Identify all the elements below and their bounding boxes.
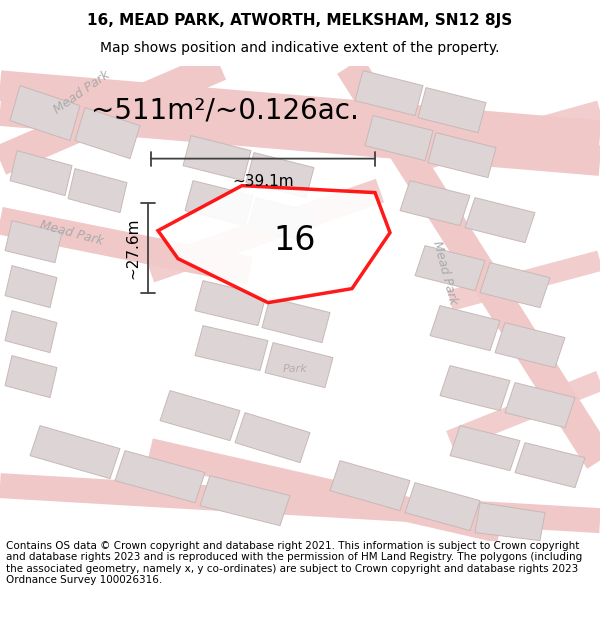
Polygon shape — [195, 326, 268, 371]
Polygon shape — [400, 181, 470, 226]
Polygon shape — [262, 298, 330, 343]
Polygon shape — [475, 503, 545, 541]
Polygon shape — [365, 116, 433, 161]
Polygon shape — [200, 476, 290, 526]
Polygon shape — [68, 169, 127, 212]
Polygon shape — [265, 342, 333, 388]
Text: ~27.6m: ~27.6m — [125, 217, 140, 279]
Polygon shape — [450, 426, 520, 471]
Polygon shape — [75, 107, 140, 159]
Text: Map shows position and indicative extent of the property.: Map shows position and indicative extent… — [100, 41, 500, 54]
Polygon shape — [195, 281, 266, 326]
Polygon shape — [465, 198, 535, 242]
Polygon shape — [248, 198, 316, 242]
Text: ~39.1m: ~39.1m — [232, 174, 294, 189]
Polygon shape — [5, 311, 57, 352]
Text: Mead Park: Mead Park — [430, 239, 460, 306]
Polygon shape — [246, 152, 314, 198]
Polygon shape — [415, 246, 485, 291]
Text: ~511m²/~0.126ac.: ~511m²/~0.126ac. — [91, 97, 359, 124]
Polygon shape — [355, 71, 423, 116]
Polygon shape — [158, 186, 390, 302]
Text: Contains OS data © Crown copyright and database right 2021. This information is : Contains OS data © Crown copyright and d… — [6, 541, 582, 586]
Polygon shape — [235, 412, 310, 462]
Text: 16, MEAD PARK, ATWORTH, MELKSHAM, SN12 8JS: 16, MEAD PARK, ATWORTH, MELKSHAM, SN12 8… — [88, 13, 512, 28]
Polygon shape — [405, 482, 480, 531]
Polygon shape — [160, 391, 240, 441]
Polygon shape — [10, 86, 80, 141]
Polygon shape — [5, 221, 62, 262]
Polygon shape — [418, 88, 486, 132]
Polygon shape — [183, 136, 251, 181]
Text: Mead Park: Mead Park — [38, 218, 106, 248]
Polygon shape — [495, 322, 565, 368]
Polygon shape — [480, 262, 550, 308]
Text: 16: 16 — [274, 224, 316, 257]
Polygon shape — [505, 382, 575, 428]
Polygon shape — [515, 442, 585, 488]
Polygon shape — [185, 181, 253, 226]
Polygon shape — [115, 451, 205, 503]
Polygon shape — [30, 426, 120, 479]
Text: Park: Park — [283, 364, 307, 374]
Text: Mead Park: Mead Park — [52, 69, 113, 117]
Polygon shape — [428, 132, 496, 178]
Polygon shape — [330, 461, 410, 511]
Polygon shape — [440, 366, 510, 411]
Polygon shape — [430, 306, 500, 351]
Polygon shape — [10, 151, 72, 196]
Polygon shape — [5, 266, 57, 308]
Polygon shape — [5, 356, 57, 398]
